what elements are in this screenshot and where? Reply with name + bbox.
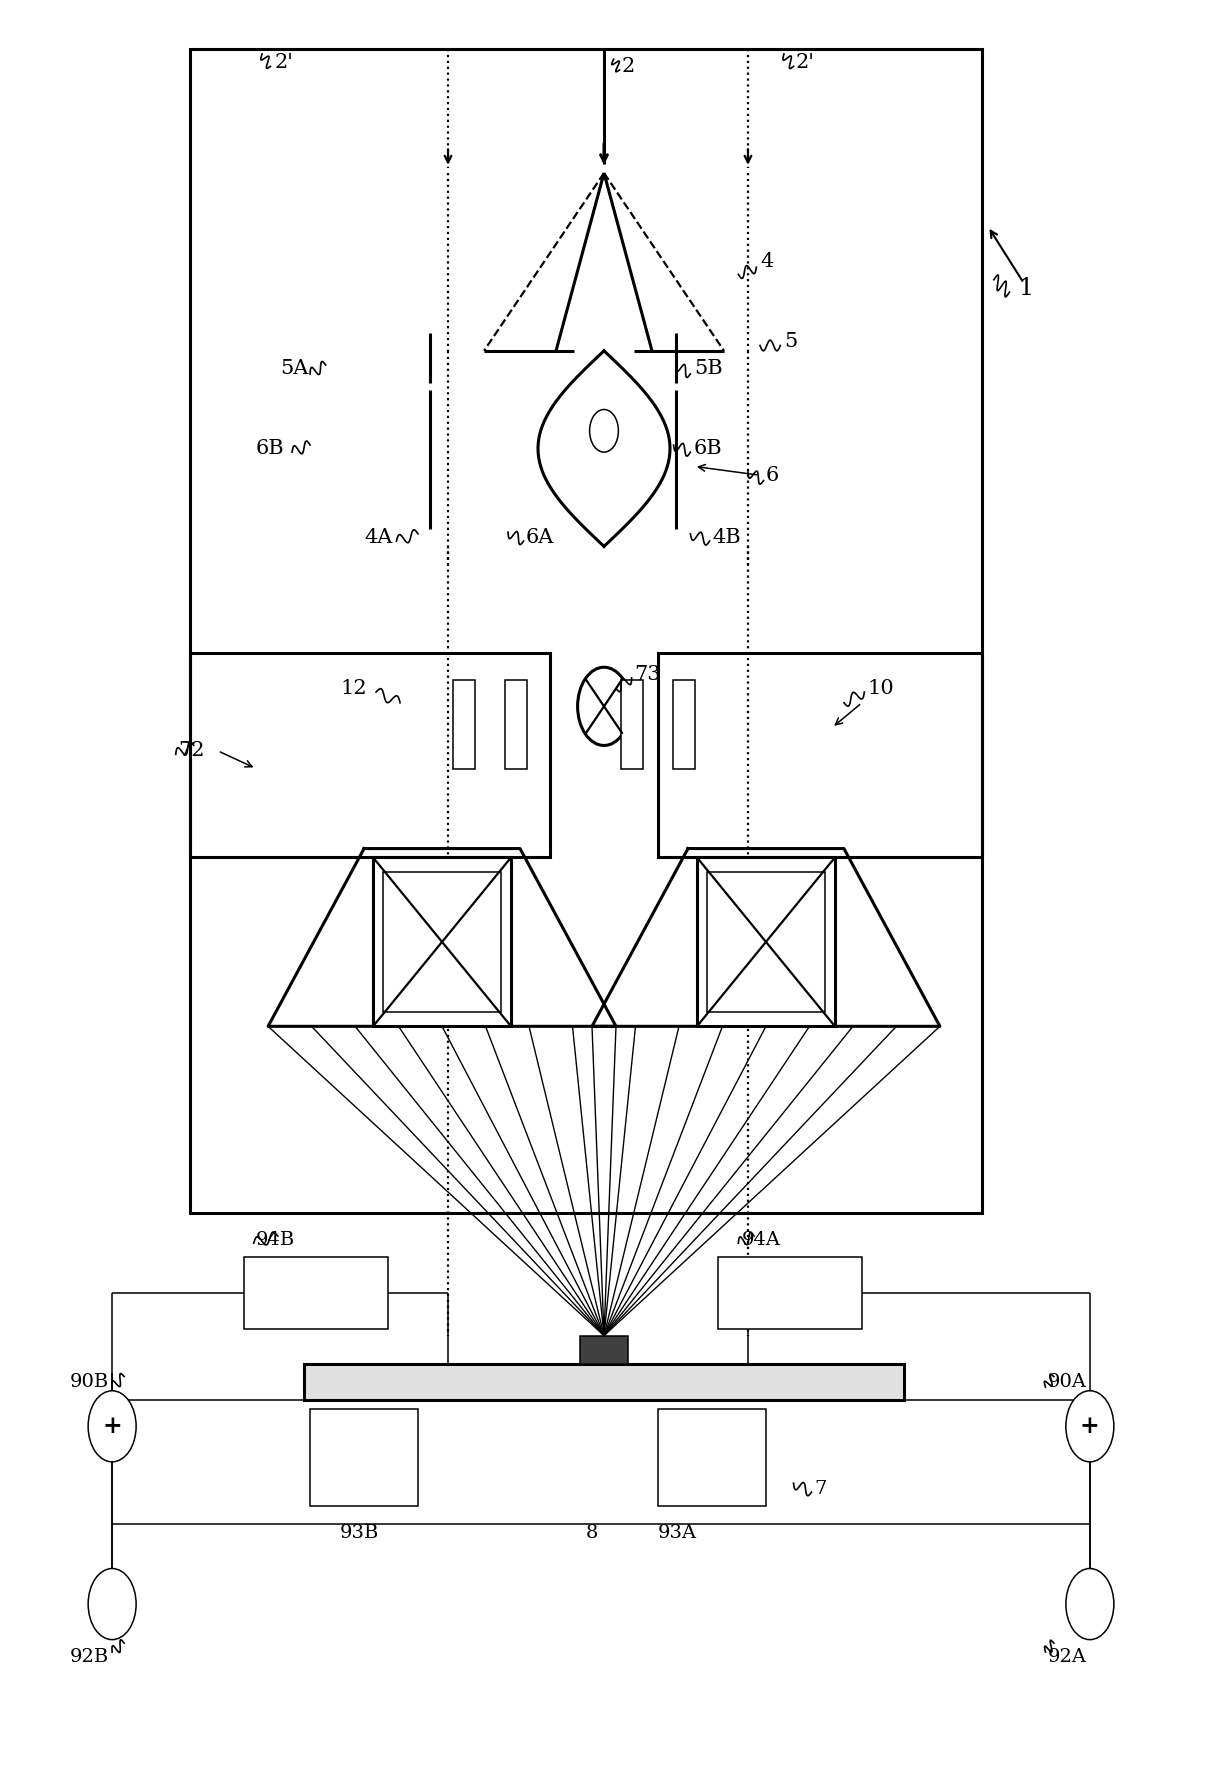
Bar	[658, 1409, 766, 1506]
Bar	[244, 1257, 388, 1329]
Text: 6B: 6B	[256, 439, 285, 457]
Bar	[453, 680, 475, 768]
Text: 7: 7	[814, 1479, 826, 1497]
Text: 6A: 6A	[525, 529, 554, 547]
Text: 2': 2'	[796, 54, 815, 71]
Bar	[383, 872, 501, 1013]
Bar	[505, 680, 527, 768]
Text: 90B: 90B	[70, 1373, 110, 1391]
Text: 92B: 92B	[70, 1648, 110, 1666]
Text: +: +	[1080, 1415, 1099, 1438]
Text: 5: 5	[784, 332, 797, 352]
Text: 5A: 5A	[280, 359, 308, 379]
Text: 94A: 94A	[742, 1231, 780, 1248]
Circle shape	[88, 1391, 137, 1463]
Text: 72: 72	[178, 741, 204, 761]
Text: 4B: 4B	[712, 529, 741, 547]
Text: 6B: 6B	[693, 439, 722, 457]
Text: 1: 1	[1018, 277, 1033, 300]
Text: 93B: 93B	[341, 1523, 379, 1541]
Bar	[697, 857, 835, 1027]
Bar	[718, 1257, 863, 1329]
Bar	[673, 680, 695, 768]
Circle shape	[577, 668, 631, 745]
Bar	[190, 48, 982, 1213]
Text: 94B: 94B	[256, 1231, 295, 1248]
Bar	[310, 1409, 418, 1506]
Bar	[658, 654, 982, 857]
Text: 90A: 90A	[1047, 1373, 1087, 1391]
Bar	[373, 857, 511, 1027]
Bar	[304, 1365, 904, 1400]
Text: 2: 2	[622, 57, 635, 75]
Text: 93A: 93A	[658, 1523, 697, 1541]
Circle shape	[1065, 1391, 1114, 1463]
Text: 12: 12	[341, 679, 367, 698]
Text: 8: 8	[586, 1523, 598, 1541]
Text: 92A: 92A	[1047, 1648, 1087, 1666]
Bar	[707, 872, 825, 1013]
Bar	[621, 680, 643, 768]
Circle shape	[1065, 1568, 1114, 1640]
Text: 5B: 5B	[693, 359, 722, 379]
Bar	[580, 1336, 628, 1365]
Text: 10: 10	[867, 679, 895, 698]
Circle shape	[88, 1568, 137, 1640]
Text: +: +	[103, 1415, 122, 1438]
Text: 4: 4	[760, 252, 773, 271]
Text: 6: 6	[766, 466, 779, 484]
Text: 2': 2'	[274, 54, 294, 71]
Bar	[190, 654, 550, 857]
Text: 4A: 4A	[364, 529, 393, 547]
Text: 73: 73	[634, 664, 661, 684]
